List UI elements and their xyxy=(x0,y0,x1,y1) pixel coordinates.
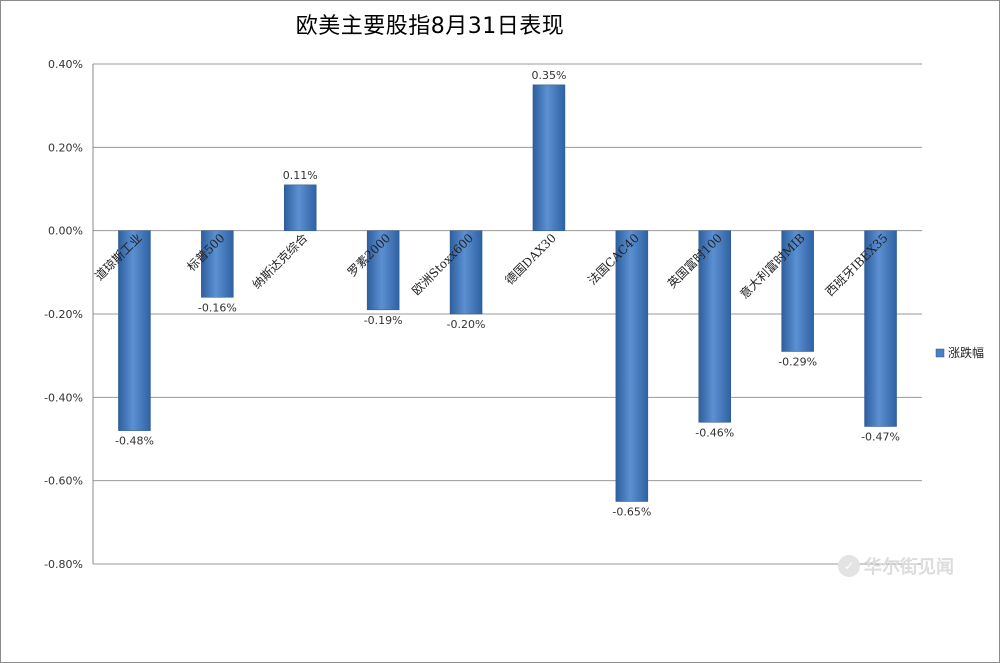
data-label: -0.47% xyxy=(861,431,900,444)
data-label: -0.20% xyxy=(447,318,486,331)
watermark-text: 华尔街见闻 xyxy=(864,557,954,578)
y-tick-label: 0.40% xyxy=(48,58,83,71)
legend: 涨跌幅 xyxy=(935,345,984,360)
y-axis: 0.40% 0.20% 0.00% -0.20% -0.40% -0.60% -0.80% xyxy=(44,58,94,571)
bar xyxy=(366,230,400,311)
data-label: 0.35% xyxy=(531,69,566,82)
y-tick-label: -0.40% xyxy=(44,391,83,404)
bar xyxy=(284,184,317,231)
data-labels: -0.48% -0.16% 0.11% -0.19% -0.20% 0.35% -0.65%… xyxy=(115,69,900,519)
chart-title: 欧美主要股指8月31日表现 xyxy=(295,14,565,39)
data-label: 0.11% xyxy=(283,169,318,182)
y-tick-label: 0.00% xyxy=(48,225,83,238)
bar xyxy=(118,230,151,431)
y-tick-label: -0.20% xyxy=(44,308,83,321)
bar xyxy=(449,230,483,315)
bar xyxy=(781,230,814,352)
x-category-label: 纳斯达克综合 xyxy=(249,230,311,292)
bar xyxy=(201,230,234,298)
bar xyxy=(615,230,649,502)
data-label: -0.48% xyxy=(115,435,154,448)
data-label: -0.19% xyxy=(364,314,403,327)
watermark: ✓ 华尔街见闻 xyxy=(838,553,954,579)
y-tick-label: -0.60% xyxy=(44,475,83,488)
x-category-label: 德国DAX30 xyxy=(502,230,559,287)
bar xyxy=(864,230,897,427)
bars xyxy=(118,84,897,502)
y-tick-label: 0.20% xyxy=(48,141,83,154)
data-label: -0.65% xyxy=(612,506,651,519)
legend-label: 涨跌幅 xyxy=(948,345,984,360)
data-label: -0.16% xyxy=(198,301,237,314)
watermark-logo-icon: ✓ xyxy=(838,555,860,577)
data-label: -0.29% xyxy=(778,356,817,369)
data-label: -0.46% xyxy=(695,426,734,439)
legend-swatch xyxy=(935,348,945,358)
bar xyxy=(698,230,731,423)
y-tick-label: -0.80% xyxy=(44,558,83,571)
bar xyxy=(532,84,566,231)
